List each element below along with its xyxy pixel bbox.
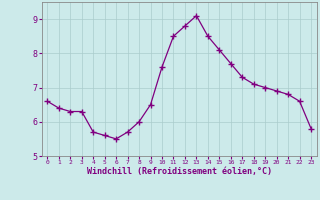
X-axis label: Windchill (Refroidissement éolien,°C): Windchill (Refroidissement éolien,°C) [87,167,272,176]
